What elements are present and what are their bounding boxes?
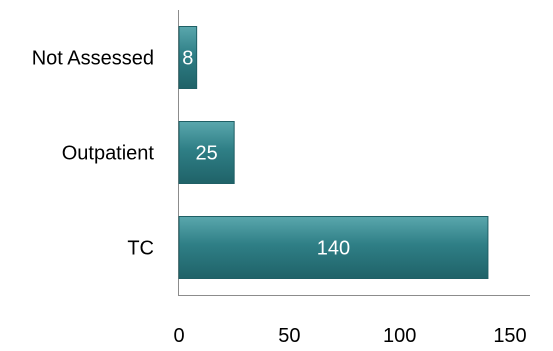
x-tick-label: 100 — [383, 325, 416, 347]
category-label: Outpatient — [62, 143, 155, 165]
x-tick-label: 150 — [493, 325, 526, 347]
x-tick-label: 0 — [173, 325, 184, 347]
x-tick-label: 50 — [278, 325, 300, 347]
bar-tc — [178, 216, 489, 279]
category-label: Not Assessed — [32, 48, 154, 70]
data-label: 140 — [317, 238, 350, 260]
bar-outpatient — [178, 121, 235, 184]
category-label: TC — [127, 238, 154, 260]
bar-not-assessed — [178, 26, 198, 89]
data-label: 25 — [195, 143, 217, 165]
data-label: 8 — [182, 48, 193, 70]
